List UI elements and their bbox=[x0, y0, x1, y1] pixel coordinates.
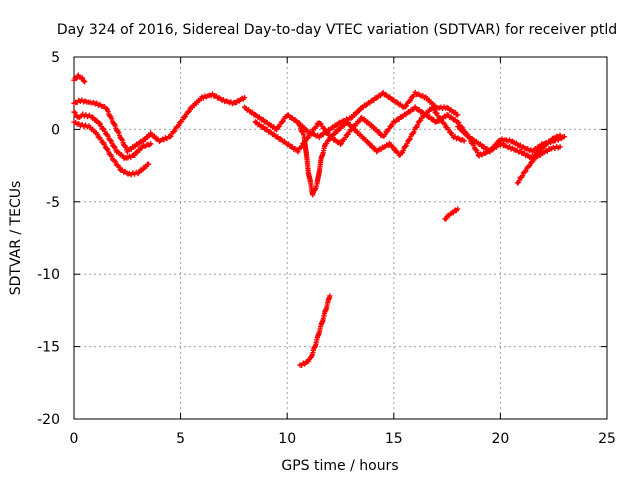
data-point bbox=[104, 106, 110, 112]
x-axis-label: GPS time / hours bbox=[281, 458, 398, 474]
data-point bbox=[461, 138, 467, 144]
series-track-j bbox=[442, 206, 461, 222]
data-point bbox=[104, 146, 110, 152]
data-point bbox=[182, 113, 189, 120]
x-tick-label: 15 bbox=[385, 431, 403, 447]
y-tick-label: -15 bbox=[37, 340, 60, 356]
data-points bbox=[71, 72, 567, 368]
data-point bbox=[402, 103, 409, 110]
data-point bbox=[186, 108, 192, 114]
y-axis-label: SDTVAR / TECUs bbox=[8, 181, 24, 296]
series-track-e bbox=[241, 89, 461, 141]
data-point bbox=[519, 173, 526, 179]
data-point bbox=[171, 129, 177, 135]
data-point bbox=[148, 141, 154, 147]
data-point bbox=[109, 116, 115, 122]
data-point bbox=[402, 143, 409, 150]
data-point bbox=[112, 159, 118, 165]
chart-title: Day 324 of 2016, Sidereal Day-to-day VTE… bbox=[57, 22, 617, 38]
data-point bbox=[448, 130, 455, 136]
data-point bbox=[523, 168, 529, 174]
data-point bbox=[79, 75, 86, 81]
y-tick-label: 0 bbox=[51, 122, 60, 138]
data-point bbox=[338, 140, 345, 146]
data-point bbox=[176, 122, 182, 128]
series-track-a bbox=[71, 91, 248, 155]
series-track-i bbox=[514, 143, 563, 186]
x-tick-label: 5 bbox=[176, 431, 185, 447]
data-point bbox=[456, 124, 462, 130]
data-point bbox=[557, 132, 563, 138]
x-axis-ticks: 0 5 10 15 20 25 bbox=[70, 57, 616, 447]
data-point bbox=[96, 120, 103, 126]
series-track-f bbox=[252, 104, 567, 155]
data-point bbox=[389, 123, 395, 129]
x-tick-label: 10 bbox=[278, 431, 296, 447]
data-point bbox=[403, 103, 409, 109]
data-point bbox=[321, 125, 327, 132]
data-point bbox=[442, 121, 448, 127]
x-tick-label: 20 bbox=[491, 431, 509, 447]
data-point bbox=[561, 134, 567, 140]
data-point bbox=[146, 161, 152, 167]
series-track-h bbox=[455, 123, 563, 162]
data-point bbox=[356, 108, 363, 114]
data-point bbox=[437, 115, 443, 121]
data-point bbox=[72, 110, 78, 116]
data-point bbox=[295, 149, 301, 155]
series-track-b bbox=[71, 109, 154, 161]
data-point bbox=[322, 126, 328, 132]
data-point bbox=[105, 109, 111, 115]
y-tick-label: -5 bbox=[46, 195, 60, 211]
data-point bbox=[308, 130, 315, 136]
data-point bbox=[112, 123, 118, 129]
data-point bbox=[273, 127, 280, 133]
data-point bbox=[382, 131, 388, 138]
data-point bbox=[455, 112, 461, 118]
data-point bbox=[107, 137, 114, 143]
data-point bbox=[438, 116, 444, 122]
data-point bbox=[327, 293, 333, 299]
data-point bbox=[309, 129, 315, 135]
data-point bbox=[280, 118, 286, 124]
data-point bbox=[313, 123, 319, 130]
y-tick-label: -10 bbox=[37, 267, 60, 283]
grid-lines bbox=[74, 57, 607, 419]
data-point bbox=[473, 147, 479, 153]
data-point bbox=[279, 119, 285, 125]
data-point bbox=[455, 206, 461, 212]
x-tick-label: 0 bbox=[70, 431, 79, 447]
series-track-d bbox=[71, 72, 88, 85]
x-tick-label: 25 bbox=[598, 431, 616, 447]
data-point bbox=[172, 128, 178, 134]
y-axis-ticks: 5 0 -5 -10 -15 -20 bbox=[37, 50, 607, 428]
y-tick-label: -20 bbox=[37, 412, 60, 428]
data-point bbox=[527, 162, 533, 168]
data-point bbox=[342, 134, 348, 141]
data-point bbox=[241, 94, 248, 101]
data-point bbox=[557, 144, 563, 150]
data-point bbox=[143, 136, 149, 142]
data-point bbox=[116, 164, 122, 170]
series-track-c bbox=[71, 119, 152, 178]
data-point bbox=[407, 97, 413, 103]
plot-frame bbox=[73, 56, 608, 420]
series-track-g bbox=[295, 105, 467, 198]
data-point bbox=[417, 118, 423, 124]
y-tick-label: 5 bbox=[51, 50, 60, 66]
data-point bbox=[94, 131, 100, 138]
series-track-k bbox=[297, 293, 333, 368]
data-point bbox=[82, 79, 88, 85]
